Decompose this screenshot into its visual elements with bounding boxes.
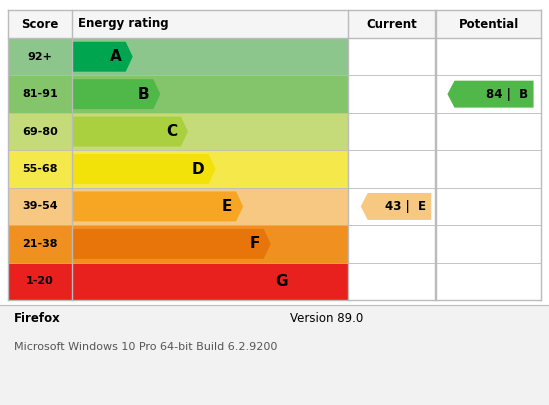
- Text: G: G: [275, 274, 287, 289]
- Text: D: D: [192, 162, 205, 177]
- Text: Microsoft Windows 10 Pro 64-bit Build 6.2.9200: Microsoft Windows 10 Pro 64-bit Build 6.…: [14, 342, 277, 352]
- Polygon shape: [72, 229, 271, 259]
- Text: 92+: 92+: [27, 52, 53, 62]
- Bar: [436, 188, 541, 225]
- Bar: [436, 75, 541, 113]
- Bar: [436, 38, 541, 75]
- Polygon shape: [72, 117, 188, 147]
- Polygon shape: [361, 193, 432, 220]
- Polygon shape: [72, 42, 133, 72]
- Text: 43 |  E: 43 | E: [385, 200, 426, 213]
- Bar: [436, 113, 541, 150]
- Bar: [349, 262, 435, 300]
- Polygon shape: [72, 154, 216, 184]
- Text: Score: Score: [21, 17, 59, 30]
- Text: E: E: [222, 199, 232, 214]
- Bar: [8, 38, 348, 75]
- Text: 55-68: 55-68: [23, 164, 58, 174]
- Bar: [8, 113, 348, 150]
- Bar: [8, 262, 348, 300]
- Bar: [0, 305, 549, 405]
- Text: 84 |  B: 84 | B: [486, 87, 529, 101]
- Text: C: C: [166, 124, 177, 139]
- Text: F: F: [249, 237, 260, 252]
- Text: B: B: [138, 87, 149, 102]
- Bar: [349, 225, 435, 262]
- Bar: [8, 75, 348, 113]
- Text: 21-38: 21-38: [23, 239, 58, 249]
- Polygon shape: [72, 192, 243, 222]
- Text: Version 89.0: Version 89.0: [290, 313, 363, 326]
- Bar: [8, 150, 348, 188]
- Bar: [436, 262, 541, 300]
- Bar: [349, 113, 435, 150]
- Text: 39-54: 39-54: [22, 201, 58, 211]
- Text: 1-20: 1-20: [26, 276, 54, 286]
- Bar: [349, 188, 435, 225]
- Polygon shape: [72, 79, 160, 109]
- Text: Potential: Potential: [458, 17, 519, 30]
- Bar: [8, 188, 348, 225]
- Bar: [349, 150, 435, 188]
- Text: Firefox: Firefox: [14, 313, 61, 326]
- Text: 69-80: 69-80: [22, 127, 58, 136]
- Bar: [8, 225, 348, 262]
- Polygon shape: [72, 266, 298, 296]
- Bar: [436, 225, 541, 262]
- Bar: [8, 10, 541, 38]
- Bar: [436, 150, 541, 188]
- Polygon shape: [447, 81, 534, 108]
- Text: 81-91: 81-91: [22, 89, 58, 99]
- Text: Current: Current: [367, 17, 417, 30]
- Bar: [349, 38, 435, 75]
- Bar: [349, 75, 435, 113]
- Text: A: A: [110, 49, 122, 64]
- Text: Energy rating: Energy rating: [78, 17, 169, 30]
